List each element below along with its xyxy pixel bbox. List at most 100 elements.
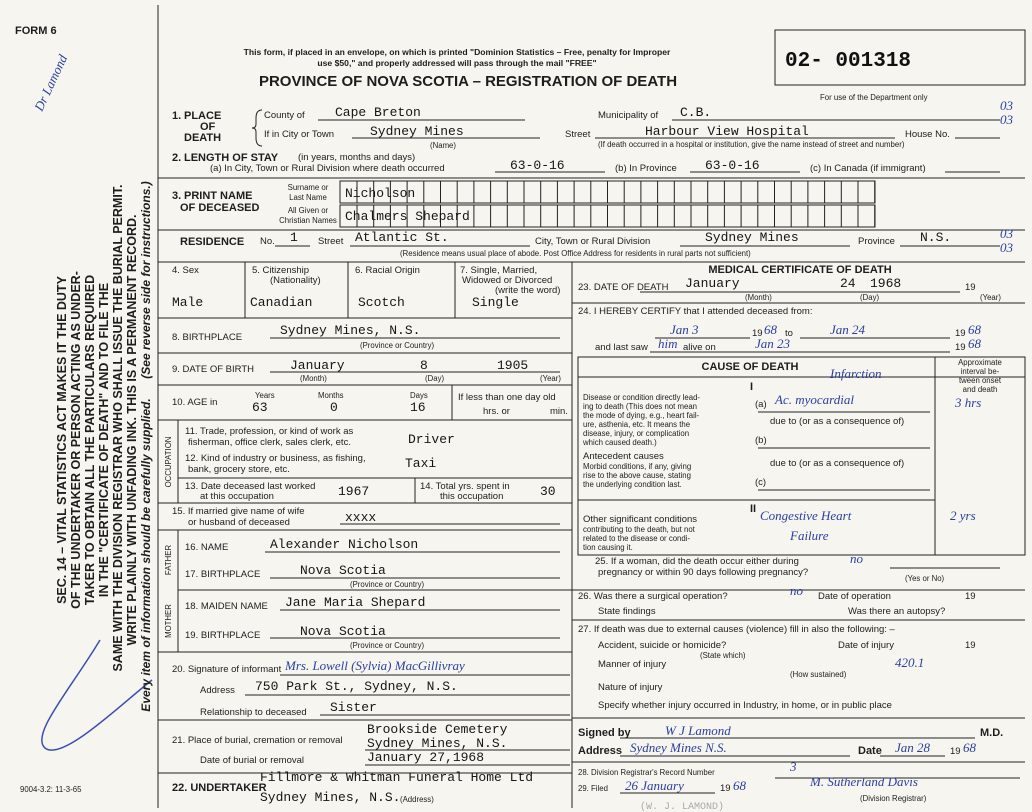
header-margin-note: Dr Lamond (31, 52, 71, 114)
registration-number-box (774, 29, 1026, 86)
occupation-industry-label: 12. Kind of industry or business, as fis… (185, 453, 366, 464)
sidebar: OF THE UNDERTAKER OR PERSON ACTING AS UN… (69, 271, 83, 609)
header-codes: 03 (1000, 112, 1014, 127)
mother-birthplace-note: (Province or Country) (350, 641, 424, 650)
place-street-label: Street (565, 129, 591, 140)
place-city-label: If in City or Town (264, 129, 334, 140)
place-num: 1. (172, 110, 181, 122)
medical-operation-date-label: Date of operation (818, 591, 891, 602)
personal-age-units: Months (318, 391, 344, 400)
occupation-years-label: 14. Total yrs. spent in (420, 481, 510, 492)
undertaker-address: Sydney Mines, N.S. (260, 790, 400, 805)
header-form-no: FORM 6 (15, 25, 57, 37)
spouse-label: or husband of deceased (188, 517, 290, 528)
medical-autopsy-label: Was there an autopsy? (848, 606, 945, 617)
name-surname-label: Last Name (289, 193, 327, 202)
personal-origin: Scotch (358, 295, 405, 310)
residence-street: Atlantic St. (355, 230, 449, 245)
personal-dob-notes: (Year) (540, 374, 561, 383)
header-codes: 03 (1000, 226, 1014, 241)
residence-province-label: Province (858, 236, 895, 247)
burial-place: Sydney Mines, N.S. (367, 736, 507, 751)
medical-registrar-label: (Division Registrar) (860, 794, 927, 803)
occupation-label: OCCUPATION (164, 437, 173, 488)
cause-of-death-box (577, 356, 1026, 556)
medical-record-label: 28. Division Registrar's Record Number (578, 768, 715, 777)
medical-year-prefix: 19 (752, 328, 763, 339)
medical-filed-label: 29. Filed (578, 784, 608, 793)
name-num: 3. (172, 190, 181, 202)
personal-birthplace-note: (Province or Country) (360, 341, 434, 350)
father-name: Alexander Nicholson (270, 537, 418, 552)
place-municipality-label: Municipality of (598, 110, 659, 121)
occupation-trade: Driver (408, 432, 455, 447)
medical-date: Jan 28 (895, 740, 931, 755)
occupation-last-worked-label: 13. Date deceased last worked (185, 481, 315, 492)
medical-death: January (685, 276, 740, 291)
cause-a: (a) (755, 399, 767, 410)
place-county-label: County of (264, 110, 305, 121)
mother-name-label: 18. MAIDEN NAME (185, 601, 268, 612)
medical-operation: no (790, 583, 804, 598)
place-municipality: C.B. (680, 105, 711, 120)
cause-direct-label: disease, injury, or complication (583, 429, 689, 438)
cause-interval-label: tween onset (959, 376, 1002, 385)
place-street: Harbour View Hospital (645, 124, 809, 139)
sidebar: SEC. 14 – VITAL STATISTICS ACT MAKES IT … (55, 275, 69, 603)
place-house-label: House No. (905, 129, 950, 140)
medical-pregnancy-note: (Yes or No) (905, 574, 945, 583)
informant-address-label: Address (200, 685, 235, 696)
cause-other: Failure (789, 528, 829, 543)
stay-city-label: (a) In City, Town or Rural Division wher… (210, 163, 445, 174)
personal-age-label: 10. AGE in (172, 397, 217, 408)
personal-status-label: 7. Single, Married, (460, 265, 537, 276)
sidebar: Every item of information should be care… (139, 398, 153, 711)
burial-place: Brookside Cemetery (367, 722, 508, 737)
place-label: OF (200, 121, 216, 133)
residence-no-label: No. (260, 236, 275, 247)
undertaker-label: 22. UNDERTAKER (172, 782, 267, 794)
medical-md: M.D. (980, 727, 1003, 739)
cause-other-note: tion causing it. (583, 543, 633, 552)
cause-direct-label: ing to death (This does not mean (583, 402, 697, 411)
cause-a-note: Infarction (829, 366, 882, 381)
residence-note: (Residence means usual place of abode. P… (400, 249, 751, 258)
stay-province: 63-0-16 (705, 158, 760, 173)
name-given: Chalmers Shepard (345, 209, 470, 224)
occupation-years: 30 (540, 484, 556, 499)
medical-pronoun: him (658, 336, 678, 351)
place-label: PLACE (184, 110, 221, 122)
place-county: Cape Breton (335, 105, 421, 120)
medical-pregnancy-label: pregnancy or within 90 days following pr… (598, 567, 808, 578)
cause-other-note: contributing to the death, but not (583, 525, 696, 534)
cause-a-interval: 3 hrs (954, 395, 981, 410)
medical-nature-label: Nature of injury (598, 682, 663, 693)
residence-no: 1 (290, 230, 298, 245)
mother-birthplace: Nova Scotia (300, 624, 386, 639)
cause-other-interval: 2 yrs (950, 508, 976, 523)
cause-antecedent-note: rise to the above cause, stating (583, 471, 691, 480)
cause-b: (b) (755, 435, 767, 446)
personal-sex-label: 4. Sex (172, 265, 199, 276)
personal-age: 0 (330, 400, 338, 415)
spouse-label: 15. If married give name of wife (172, 506, 305, 517)
father-birthplace-label: 17. BIRTHPLACE (185, 569, 260, 580)
cause-direct-label: ure, asthenia, etc. It means the (583, 420, 690, 429)
header-codes: 03 (1000, 98, 1014, 113)
personal-status-label: (write the word) (495, 285, 560, 296)
medical-death-notes: (Month) (745, 293, 772, 302)
header-notice: use $50," and properly addressed will pa… (317, 58, 596, 68)
header-reg-no: 02- 001318 (785, 50, 911, 73)
residence-province: N.S. (920, 230, 951, 245)
residence-city: Sydney Mines (705, 230, 799, 245)
cause-antecedent-label: Antecedent causes (583, 451, 664, 462)
stay-label-note: (in years, months and days) (298, 152, 415, 163)
personal-age-note: min. (550, 406, 568, 417)
occupation-trade-label: 11. Trade, profession, or kind of work a… (185, 426, 354, 437)
medical-registrar: M. Sutherland Davis (809, 774, 918, 789)
medical-last-seen-label: alive on (683, 342, 716, 353)
name-given-label: Christian Names (279, 216, 337, 225)
place-label: DEATH (184, 132, 221, 144)
residence-label: RESIDENCE (180, 236, 244, 248)
cause-interval-label: Approximate (958, 358, 1002, 367)
